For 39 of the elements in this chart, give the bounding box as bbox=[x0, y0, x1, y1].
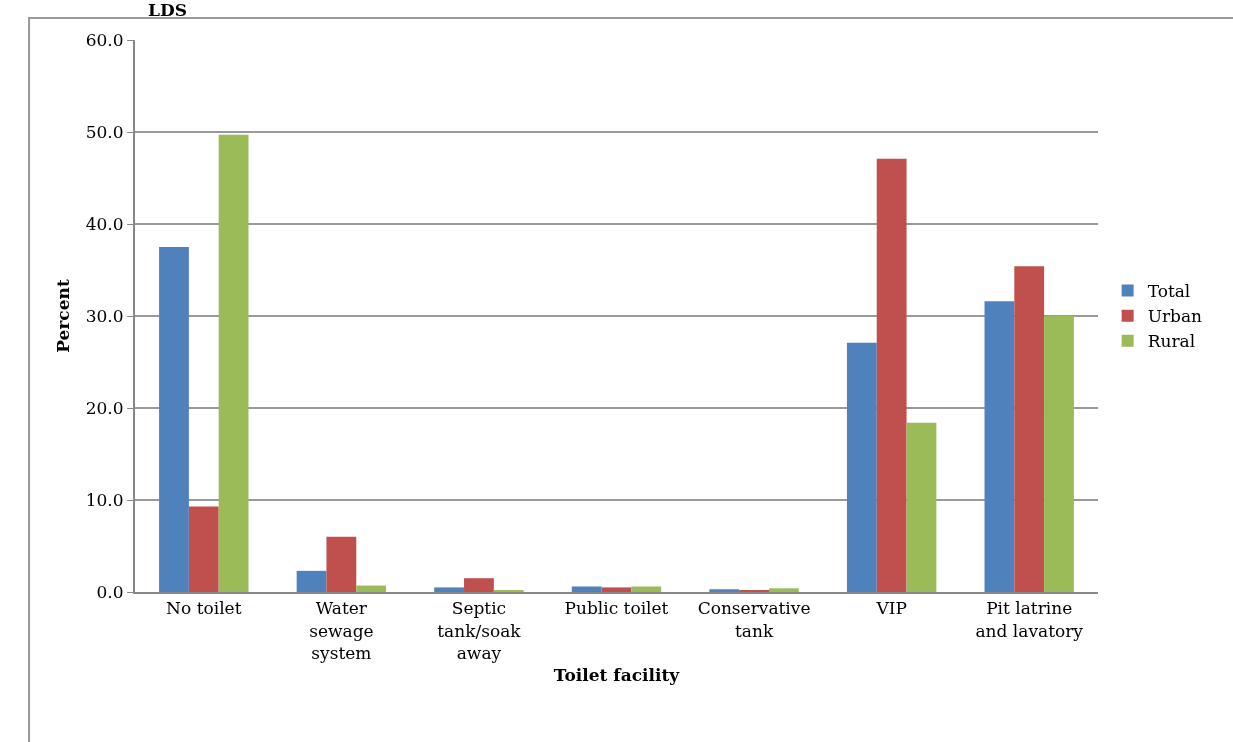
bar bbox=[188, 506, 219, 592]
x-tick-label: VIP bbox=[875, 598, 907, 619]
legend-label: Rural bbox=[1147, 331, 1196, 352]
bar bbox=[1014, 266, 1045, 592]
chart-title: LDS bbox=[147, 0, 187, 20]
x-tick-label: No toilet bbox=[166, 598, 242, 619]
x-tick-label: Conservative tank bbox=[697, 598, 811, 641]
legend-label: Urban bbox=[1147, 306, 1203, 327]
bar bbox=[464, 578, 494, 592]
bar bbox=[356, 585, 387, 592]
bar bbox=[906, 422, 937, 592]
legend-label: Total bbox=[1147, 281, 1191, 302]
bar bbox=[1044, 316, 1074, 592]
x-tick-label: Water sewage system bbox=[309, 598, 374, 663]
bar bbox=[296, 570, 327, 592]
y-tick-label: 10.0 bbox=[85, 489, 124, 510]
x-tick-label: Pit latrine and lavatory bbox=[975, 598, 1084, 641]
y-tick-label: 0.0 bbox=[96, 581, 124, 602]
y-tick-label: 50.0 bbox=[85, 121, 124, 142]
bar bbox=[846, 342, 877, 592]
bar bbox=[631, 586, 662, 592]
x-tick-label: Septic tank/soak away bbox=[437, 598, 522, 663]
bar bbox=[159, 247, 189, 592]
bar bbox=[984, 301, 1015, 592]
bar bbox=[601, 587, 632, 592]
y-tick-label: 30.0 bbox=[85, 305, 124, 326]
y-axis-title: Percent bbox=[52, 279, 73, 353]
x-tick-label: Public toilet bbox=[564, 598, 669, 619]
bar bbox=[218, 134, 249, 592]
y-tick-label: 20.0 bbox=[85, 397, 124, 418]
bar bbox=[768, 588, 799, 592]
bar bbox=[434, 587, 465, 592]
y-tick-label: 40.0 bbox=[85, 213, 124, 234]
bar bbox=[876, 158, 907, 592]
x-axis-title: Toilet facility bbox=[553, 665, 681, 686]
y-tick-label: 60.0 bbox=[85, 29, 124, 50]
bar bbox=[326, 536, 357, 592]
bar bbox=[571, 586, 602, 592]
bar bbox=[709, 589, 740, 592]
